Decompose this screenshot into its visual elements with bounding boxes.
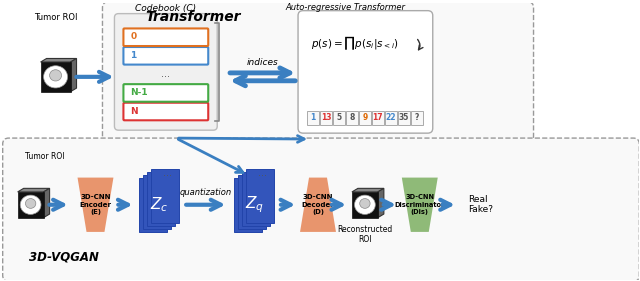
Text: indices: indices	[247, 58, 278, 67]
FancyBboxPatch shape	[298, 11, 433, 133]
Polygon shape	[352, 188, 384, 192]
Text: 3D-CNN
Encoder
(E): 3D-CNN Encoder (E)	[79, 194, 111, 215]
Polygon shape	[238, 175, 266, 229]
Text: Real
Fake?: Real Fake?	[468, 195, 493, 214]
FancyBboxPatch shape	[3, 138, 639, 281]
Text: 17: 17	[372, 113, 383, 122]
Polygon shape	[18, 192, 44, 217]
FancyBboxPatch shape	[346, 111, 358, 124]
Polygon shape	[70, 58, 77, 92]
Polygon shape	[352, 192, 378, 217]
Text: quantization: quantization	[180, 188, 232, 197]
FancyBboxPatch shape	[333, 111, 345, 124]
Polygon shape	[152, 169, 179, 223]
Text: N: N	[131, 106, 138, 115]
Text: 13: 13	[321, 113, 332, 122]
Polygon shape	[300, 178, 336, 232]
FancyBboxPatch shape	[372, 111, 384, 124]
Text: 3D-VQGAN: 3D-VQGAN	[29, 251, 99, 264]
Text: 1: 1	[131, 51, 137, 60]
Text: 35: 35	[399, 113, 409, 122]
Text: 22: 22	[385, 113, 396, 122]
Polygon shape	[140, 178, 167, 232]
Text: 3D-CNN
Discriminator
(Dis): 3D-CNN Discriminator (Dis)	[395, 194, 445, 215]
FancyBboxPatch shape	[124, 47, 208, 65]
Polygon shape	[378, 188, 384, 217]
Ellipse shape	[49, 70, 61, 81]
Polygon shape	[40, 58, 77, 62]
Text: 3D-CNN
Decoder
(D): 3D-CNN Decoder (D)	[301, 194, 334, 215]
Polygon shape	[18, 188, 49, 192]
Polygon shape	[44, 188, 49, 217]
Polygon shape	[402, 178, 438, 232]
Text: Tumor ROI: Tumor ROI	[34, 13, 77, 22]
Polygon shape	[147, 172, 175, 226]
FancyBboxPatch shape	[124, 84, 208, 102]
Text: ...: ...	[161, 69, 170, 79]
Text: Transformer: Transformer	[145, 10, 241, 24]
Text: $p(s) = \prod p(s_i|s_{<i})$: $p(s) = \prod p(s_i|s_{<i})$	[311, 35, 399, 52]
FancyBboxPatch shape	[410, 111, 423, 124]
Text: ...: ...	[163, 168, 172, 178]
Text: $Z_c$: $Z_c$	[150, 195, 168, 214]
Text: Codebook (C): Codebook (C)	[135, 4, 196, 13]
Ellipse shape	[360, 199, 370, 208]
Polygon shape	[77, 178, 113, 232]
Ellipse shape	[44, 66, 68, 88]
Polygon shape	[246, 169, 274, 223]
Text: ?: ?	[415, 113, 419, 122]
FancyBboxPatch shape	[358, 111, 371, 124]
FancyBboxPatch shape	[115, 14, 217, 130]
Polygon shape	[234, 178, 262, 232]
Ellipse shape	[20, 195, 41, 214]
FancyBboxPatch shape	[385, 111, 397, 124]
FancyBboxPatch shape	[397, 111, 410, 124]
FancyBboxPatch shape	[102, 2, 534, 142]
FancyBboxPatch shape	[307, 111, 319, 124]
Ellipse shape	[26, 199, 36, 208]
Text: 1: 1	[310, 113, 316, 122]
Text: Tumor ROI: Tumor ROI	[25, 152, 64, 161]
Text: 8: 8	[349, 113, 355, 122]
Text: Reconstructed
ROI: Reconstructed ROI	[337, 225, 392, 244]
Polygon shape	[143, 175, 172, 229]
FancyBboxPatch shape	[320, 111, 332, 124]
Text: 5: 5	[337, 113, 342, 122]
FancyBboxPatch shape	[124, 103, 208, 120]
Text: Auto-regressive Transformer: Auto-regressive Transformer	[285, 3, 406, 12]
Text: N-1: N-1	[131, 88, 148, 97]
Polygon shape	[40, 62, 70, 92]
Text: 0: 0	[131, 32, 136, 41]
Polygon shape	[242, 172, 270, 226]
Ellipse shape	[355, 195, 375, 214]
Text: 9: 9	[362, 113, 367, 122]
Text: $Z_q$: $Z_q$	[244, 194, 264, 215]
Text: ...: ...	[258, 168, 267, 178]
FancyBboxPatch shape	[124, 28, 208, 46]
